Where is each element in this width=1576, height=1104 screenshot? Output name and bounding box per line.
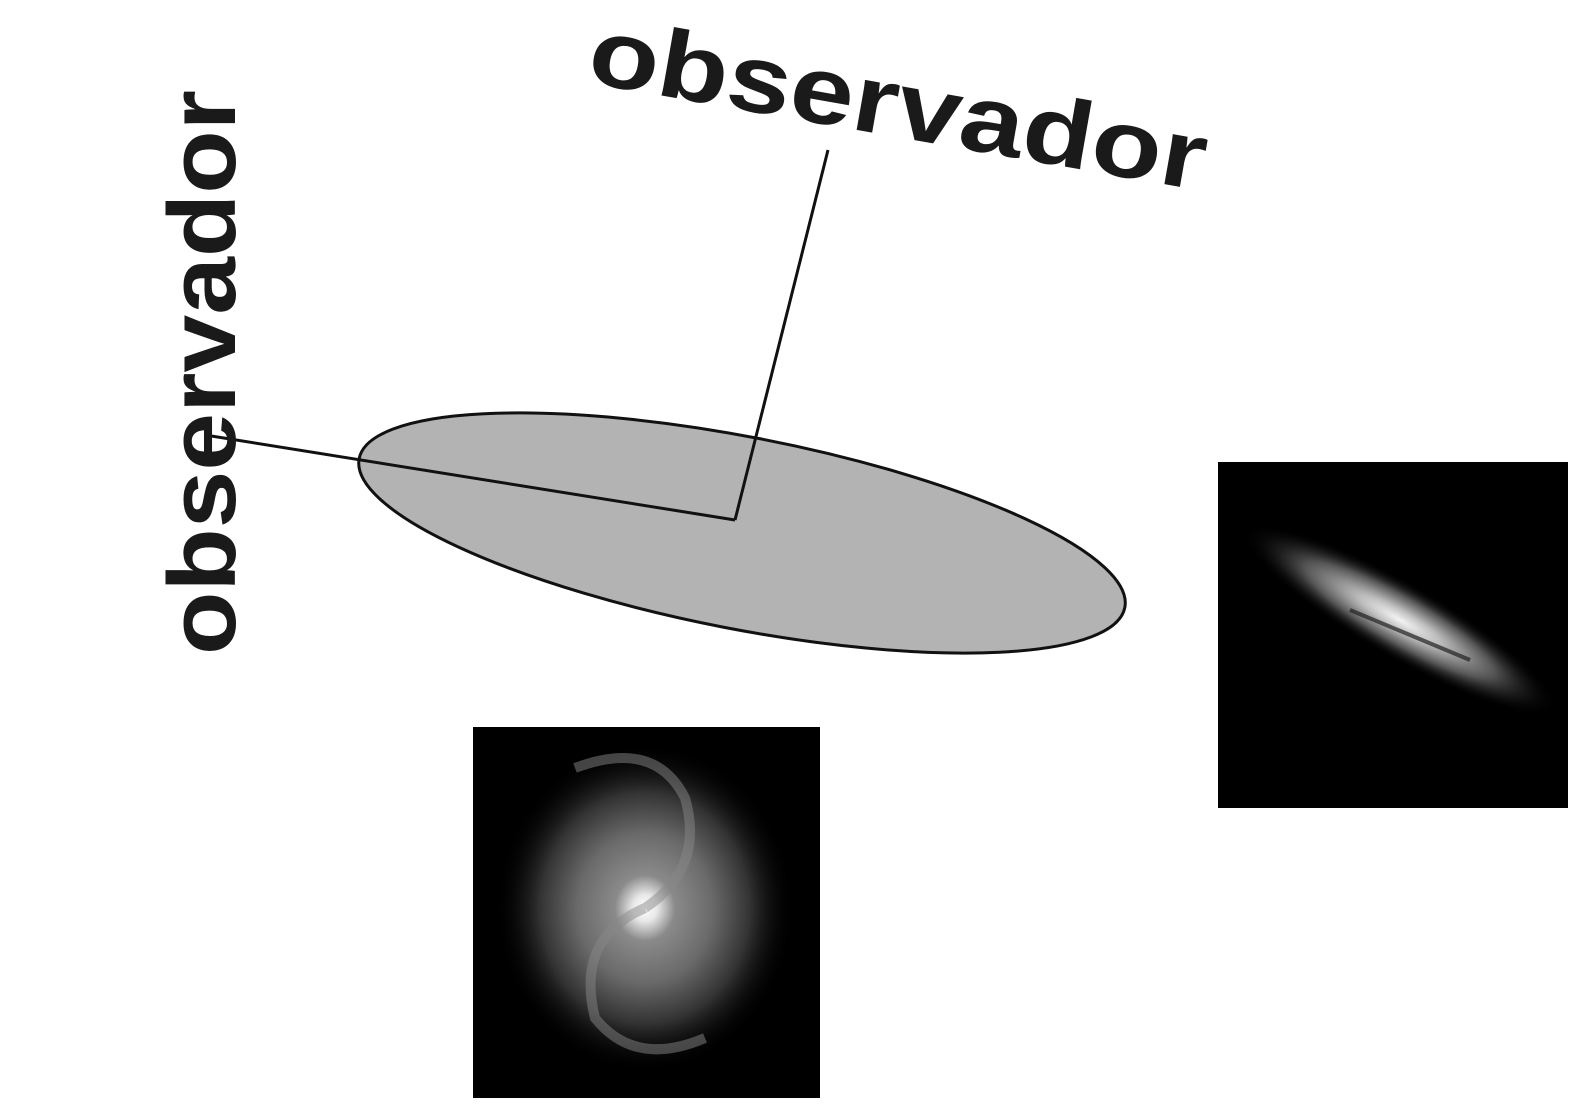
diagram: observador observador <box>0 0 1576 1104</box>
face-on-galaxy-image <box>473 727 820 1098</box>
galaxy-disk <box>341 364 1143 701</box>
side-observer-label: observador <box>149 90 256 655</box>
edge-on-galaxy-image <box>1218 462 1575 808</box>
top-observer-label: observador <box>581 0 1215 211</box>
page: observador observador (() => { const dat… <box>0 0 1576 1104</box>
